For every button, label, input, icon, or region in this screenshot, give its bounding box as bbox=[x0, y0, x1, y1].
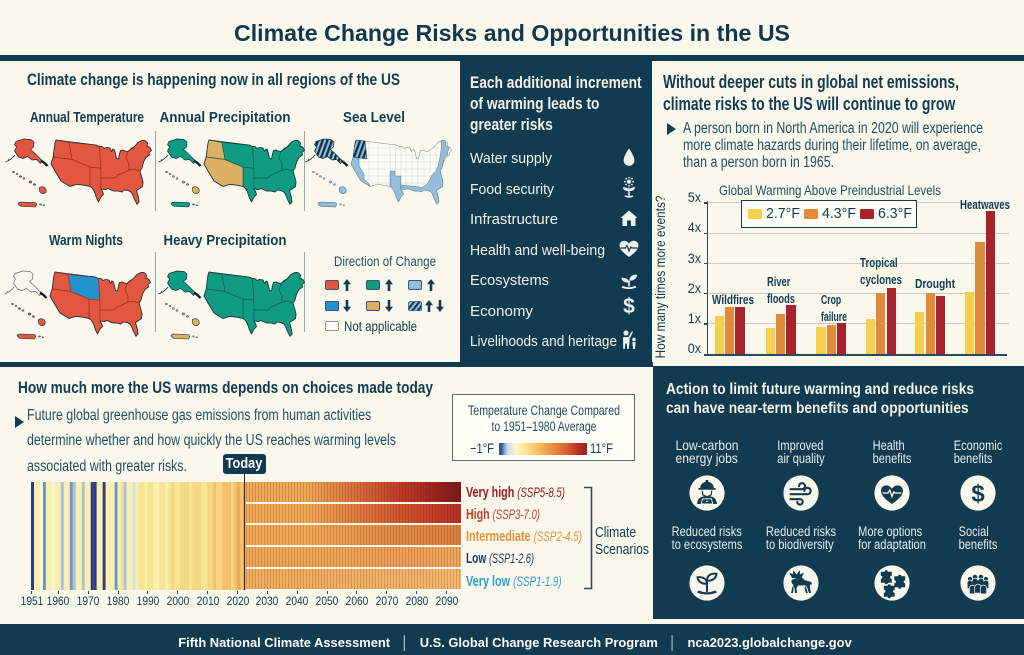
svg-text:$: $ bbox=[971, 480, 985, 507]
